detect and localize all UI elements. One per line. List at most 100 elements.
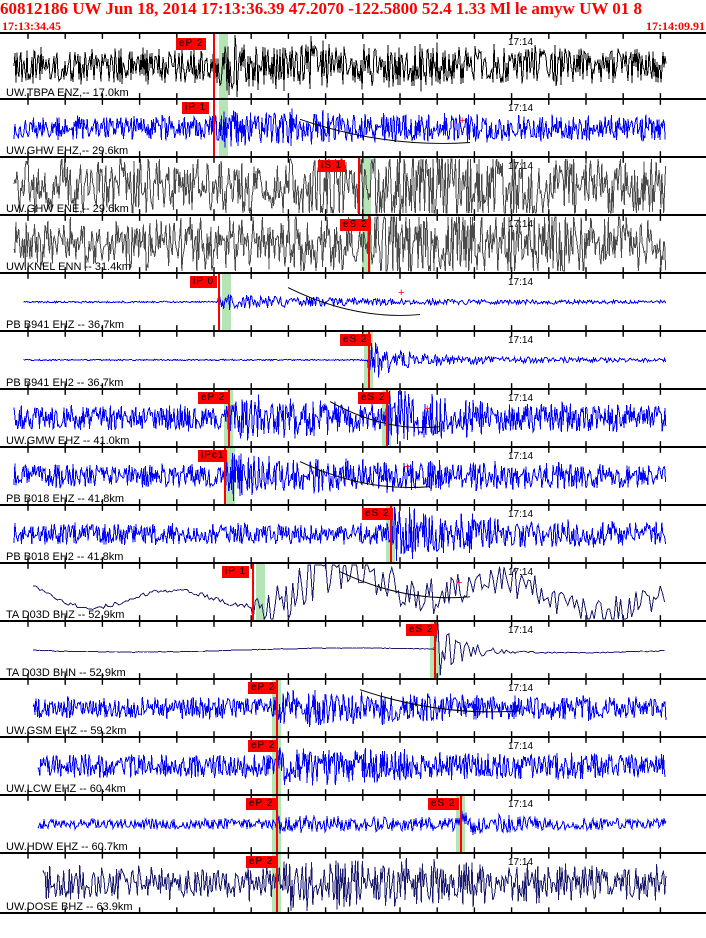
waveform-plot bbox=[0, 680, 706, 736]
phase-pick-flag[interactable]: eS 2 bbox=[362, 508, 393, 520]
window-end-time: 17:14:09.91 bbox=[646, 19, 705, 33]
time-tick-label: 17:14 bbox=[508, 857, 534, 868]
time-tick-label: 17:14 bbox=[508, 277, 534, 288]
pick-line[interactable] bbox=[228, 390, 230, 446]
phase-pick-flag[interactable]: eS 2 bbox=[340, 334, 371, 346]
phase-pick-flag[interactable]: eS 2 bbox=[406, 624, 437, 636]
channel-label: UW.TBPA ENZ,-- 17.0km bbox=[6, 87, 129, 98]
trace-row[interactable]: eS 2 17:14 PB B018 EH2 -- 41.8km bbox=[0, 504, 706, 562]
trace-row[interactable]: eP 2 eS 2 17:14 UW.HDW EHZ -- 60.7km bbox=[0, 794, 706, 852]
phase-pick-flag[interactable]: eP 2 bbox=[246, 856, 277, 868]
coda-end-marker[interactable]: + bbox=[456, 577, 463, 589]
waveform-plot bbox=[0, 796, 706, 852]
pick-line[interactable] bbox=[224, 448, 226, 504]
channel-label: TA D03D BHN -- 52.9km bbox=[6, 667, 126, 678]
trace-row[interactable]: eP 2 17:14 UW.LCW EHZ -- 60.4km bbox=[0, 736, 706, 794]
phase-pick-flag[interactable]: eP 2 bbox=[176, 38, 207, 50]
time-tick-label: 17:14 bbox=[508, 219, 534, 230]
trace-row[interactable]: eS 2 17:14 UW.KNEL ENN -- 31.4km bbox=[0, 214, 706, 272]
coda-end-marker[interactable]: + bbox=[404, 461, 411, 473]
header-bar: 60812186 UW Jun 18, 2014 17:13:36.39 47.… bbox=[0, 0, 706, 33]
channel-label: PB B018 EH2 -- 41.8km bbox=[6, 551, 124, 562]
trace-row[interactable]: eP 2 17:14 UW.DOSE BHZ -- 63.9km bbox=[0, 852, 706, 914]
pick-line[interactable] bbox=[390, 506, 392, 562]
time-tick-label: 17:14 bbox=[508, 625, 534, 636]
pick-line[interactable] bbox=[213, 34, 215, 98]
trace-row[interactable]: eS 2 17:14 TA D03D BHN -- 52.9km bbox=[0, 620, 706, 678]
pick-line[interactable] bbox=[252, 564, 254, 620]
trace-row[interactable]: iP 1 +17:14 TA D03D BHZ -- 52.9km bbox=[0, 562, 706, 620]
time-tick-label: 17:14 bbox=[508, 741, 534, 752]
pick-line[interactable] bbox=[276, 680, 278, 736]
coda-end-marker[interactable]: + bbox=[459, 115, 466, 127]
phase-pick-flag[interactable]: eS 2 bbox=[428, 798, 459, 810]
pick-line[interactable] bbox=[434, 622, 436, 678]
time-tick-label: 17:14 bbox=[508, 509, 534, 520]
waveform-plot bbox=[0, 448, 706, 504]
waveform-plot bbox=[0, 274, 706, 330]
time-tick-label: 17:14 bbox=[508, 161, 534, 172]
phase-highlight-band bbox=[256, 564, 265, 620]
trace-row[interactable]: eP 2 17:14 UW.TBPA ENZ,-- 17.0km bbox=[0, 32, 706, 98]
channel-label: UW.DOSE BHZ -- 63.9km bbox=[6, 901, 133, 913]
channel-label: UW.GSM EHZ -- 59.2km bbox=[6, 725, 127, 736]
coda-end-marker[interactable]: + bbox=[398, 287, 405, 299]
window-start-time: 17:13:34.45 bbox=[2, 19, 61, 33]
pick-line[interactable] bbox=[218, 274, 220, 330]
channel-label: UW.HDW EHZ -- 60.7km bbox=[6, 841, 128, 852]
time-tick-label: 17:14 bbox=[508, 683, 534, 694]
phase-pick-flag[interactable]: eP 2 bbox=[248, 740, 279, 752]
waveform-plot bbox=[0, 506, 706, 562]
phase-pick-flag[interactable]: eS 2 bbox=[358, 392, 389, 404]
trace-stack: eP 2 17:14 UW.TBPA ENZ,-- 17.0km iP 1 +17:14… bbox=[0, 32, 706, 938]
channel-label: UW.LCW EHZ -- 60.4km bbox=[6, 783, 126, 794]
waveform-plot bbox=[0, 390, 706, 446]
waveform-plot bbox=[0, 216, 706, 272]
phase-pick-flag[interactable]: iP 0 bbox=[190, 276, 218, 288]
time-tick-label: 17:14 bbox=[508, 393, 534, 404]
channel-label: UW.GMW EHZ -- 41.0km bbox=[6, 435, 130, 446]
waveform-plot bbox=[0, 738, 706, 794]
pick-line[interactable] bbox=[276, 738, 278, 794]
channel-label: UW.GHW ENE,-- 29.6km bbox=[6, 203, 129, 214]
waveform-plot bbox=[0, 622, 706, 678]
channel-label: TA D03D BHZ -- 52.9km bbox=[6, 609, 125, 620]
phase-pick-flag[interactable]: eP 2 bbox=[198, 392, 229, 404]
time-tick-label: 17:14 bbox=[508, 567, 534, 578]
channel-label: UW.GHW EHZ,-- 29.6km bbox=[6, 145, 129, 156]
pick-line[interactable] bbox=[460, 796, 462, 852]
trace-row[interactable]: iP 1 +17:14 UW.GHW EHZ,-- 29.6km bbox=[0, 98, 706, 156]
waveform-plot bbox=[0, 332, 706, 388]
coda-end-marker[interactable]: + bbox=[424, 403, 431, 415]
pick-line[interactable] bbox=[358, 158, 360, 214]
phase-pick-flag[interactable]: eP 2 bbox=[246, 798, 277, 810]
pick-line[interactable] bbox=[368, 216, 370, 272]
trace-row[interactable]: iS 1 17:14 UW.GHW ENE,-- 29.6km bbox=[0, 156, 706, 214]
pick-line[interactable] bbox=[368, 332, 370, 388]
waveform-plot bbox=[0, 158, 706, 214]
event-header-line: 60812186 UW Jun 18, 2014 17:13:36.39 47.… bbox=[0, 0, 643, 18]
trace-row[interactable]: iP 0 +17:14 PB B941 EHZ -- 36.7km bbox=[0, 272, 706, 330]
phase-pick-flag[interactable]: iP 1 bbox=[182, 102, 210, 114]
phase-pick-flag[interactable]: eS 2 bbox=[340, 219, 371, 231]
channel-label: PB B941 EH2 -- 36.7km bbox=[6, 377, 124, 388]
trace-row[interactable]: eP 2 eS 2 +17:14 UW.GMW EHZ -- 41.0km bbox=[0, 388, 706, 446]
trace-row[interactable]: iPc1 +17:14 PB B018 EHZ -- 41.8km bbox=[0, 446, 706, 504]
phase-pick-flag[interactable]: iS 1 bbox=[318, 160, 346, 172]
waveform-plot bbox=[0, 100, 706, 156]
time-tick-label: 17:14 bbox=[508, 37, 534, 48]
trace-row[interactable]: eS 2 17:14 PB B941 EH2 -- 36.7km bbox=[0, 330, 706, 388]
channel-label: PB B018 EHZ -- 41.8km bbox=[6, 493, 124, 504]
pick-line[interactable] bbox=[386, 390, 388, 446]
pick-line[interactable] bbox=[213, 100, 215, 156]
phase-pick-flag[interactable]: iPc1 bbox=[198, 450, 228, 462]
pick-line[interactable] bbox=[276, 854, 278, 912]
phase-pick-flag[interactable]: iP 1 bbox=[222, 566, 250, 578]
time-tick-label: 17:14 bbox=[508, 335, 534, 346]
time-tick-label: 17:14 bbox=[508, 103, 534, 114]
phase-pick-flag[interactable]: eP 2 bbox=[248, 682, 279, 694]
trace-row[interactable]: eP 2 17:14 UW.GSM EHZ -- 59.2km bbox=[0, 678, 706, 736]
pick-line[interactable] bbox=[276, 796, 278, 852]
channel-label: UW.KNEL ENN -- 31.4km bbox=[6, 261, 131, 272]
